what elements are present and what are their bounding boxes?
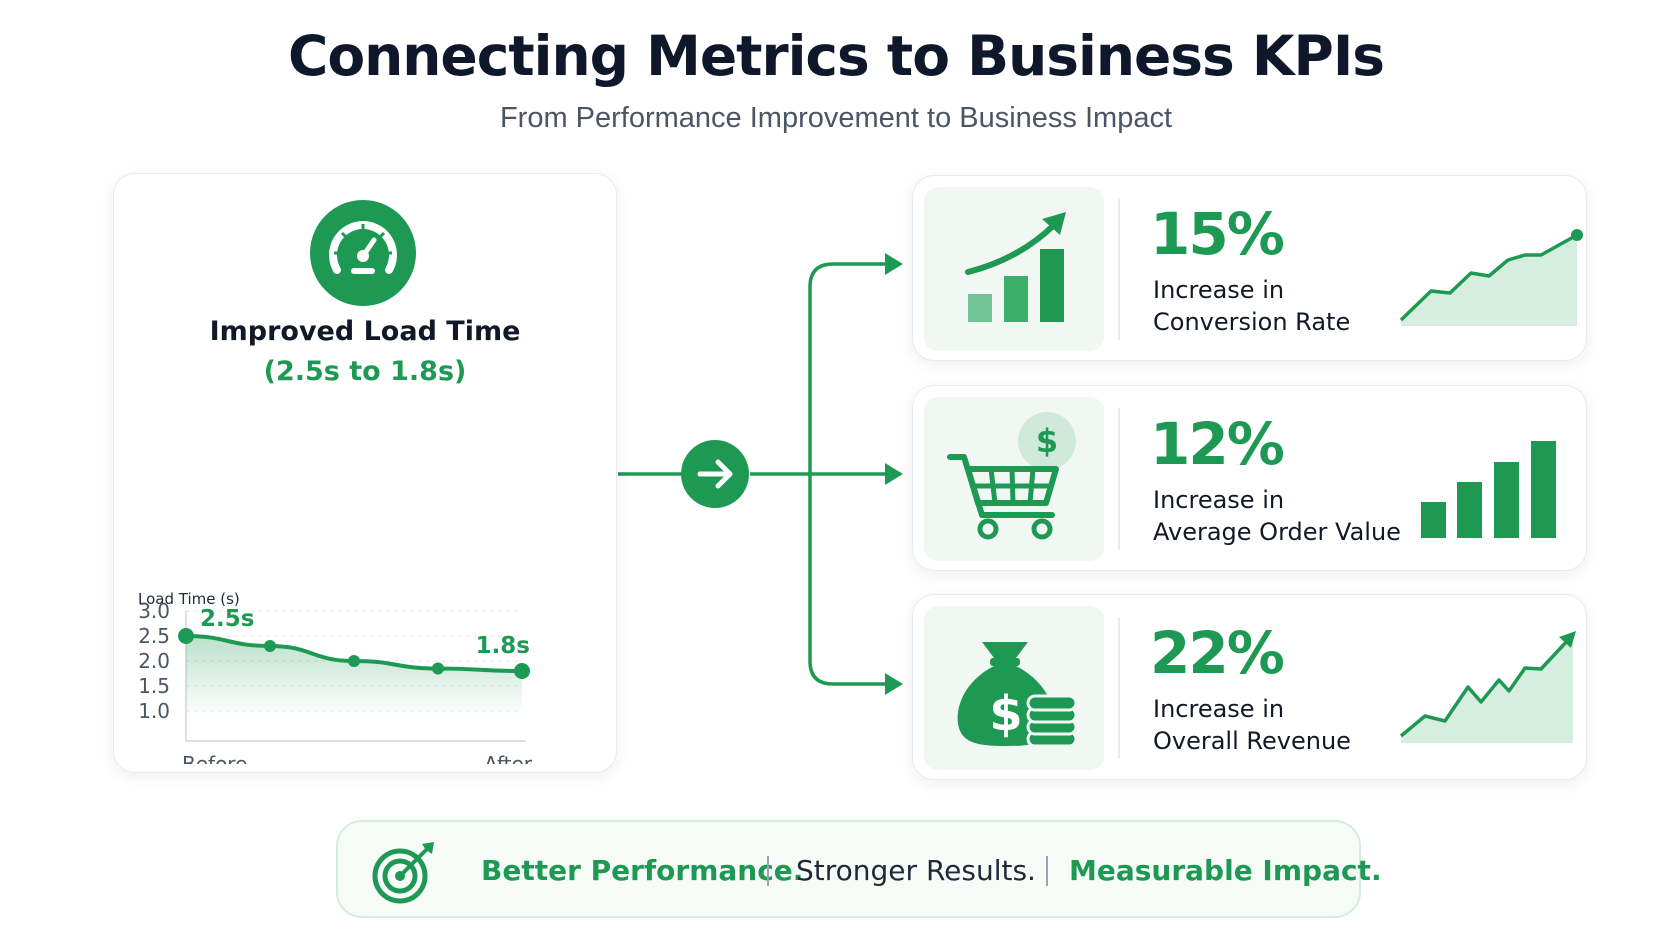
money-bag-coins-icon: $ <box>924 606 1104 770</box>
kpi-label-line1: Increase in <box>1153 695 1285 723</box>
kpi-label-line1: Increase in <box>1153 276 1285 304</box>
kpi-divider <box>1118 408 1120 550</box>
shopping-cart-dollar-icon: $ <box>924 397 1104 561</box>
growth-bar-chart-icon <box>924 187 1104 351</box>
rising-bars-chart <box>1421 441 1556 538</box>
footer-separator <box>767 856 769 886</box>
annotation-after: 1.8s <box>476 633 530 659</box>
kpi-value: 15% <box>1150 200 1285 268</box>
y-tick-label: 1.0 <box>138 699 170 723</box>
kpi-card-revenue: $ 22% Increase in Overall Revenue <box>912 594 1587 780</box>
kpi-value: 22% <box>1150 619 1285 687</box>
data-point <box>178 628 194 644</box>
kpi-label: Increase in Overall Revenue <box>1153 693 1351 757</box>
y-tick-label: 2.5 <box>138 624 170 648</box>
speedometer-icon <box>310 200 416 306</box>
kpi-label-line2: Average Order Value <box>1153 518 1401 546</box>
kpi-divider <box>1118 198 1120 340</box>
connector-branch-line <box>808 262 834 686</box>
page-title: Connecting Metrics to Business KPIs <box>287 24 1385 88</box>
rising-trend-arrow-sparkline <box>1399 631 1576 743</box>
load-time-title: Improved Load Time <box>209 316 521 347</box>
annotation-before: 2.5s <box>200 606 254 632</box>
data-point <box>264 640 276 652</box>
kpi-label-line2: Conversion Rate <box>1153 308 1351 336</box>
kpi-value: 12% <box>1150 410 1285 478</box>
arrow-right-icon <box>681 440 749 508</box>
kpi-card-conversion: 15% Increase in Conversion Rate <box>912 175 1587 361</box>
load-time-range: (2.5s to 1.8s) <box>263 356 467 387</box>
data-point <box>514 663 530 679</box>
kpi-label: Increase in Conversion Rate <box>1153 274 1350 338</box>
arrowhead-top <box>885 253 903 275</box>
footer-text-performance: Better Performance. <box>481 854 804 887</box>
footer-banner: Better Performance. Stronger Results. Me… <box>336 820 1382 918</box>
footer-text-impact: Measurable Impact. <box>1069 854 1382 887</box>
kpi-divider <box>1118 617 1120 759</box>
footer-separator <box>1046 856 1048 886</box>
data-point <box>432 662 444 675</box>
footer-text-results: Stronger Results. <box>796 854 1036 887</box>
kpi-card-order-value: $ 12% Increase in Average Order Value <box>912 385 1587 571</box>
svg-text:$: $ <box>1036 422 1058 460</box>
kpi-label-line2: Overall Revenue <box>1153 727 1351 755</box>
y-tick-label: 2.0 <box>138 649 170 673</box>
page-subtitle: From Performance Improvement to Business… <box>499 102 1173 134</box>
load-time-area <box>186 636 522 711</box>
data-point <box>348 655 360 667</box>
target-icon <box>372 842 434 904</box>
arrowhead-bottom <box>885 673 903 695</box>
arrowhead-middle <box>885 463 903 485</box>
kpi-label-line1: Increase in <box>1153 486 1285 514</box>
load-time-card: Improved Load Time (2.5s to 1.8s) Load T… <box>113 173 617 773</box>
rising-trend-sparkline <box>1399 229 1583 326</box>
y-tick-label: 3.0 <box>138 599 170 623</box>
svg-text:$: $ <box>989 686 1022 742</box>
kpi-label: Increase in Average Order Value <box>1153 484 1401 548</box>
x-tick-before: Before <box>182 752 247 764</box>
y-axis-label: Load Time (s) <box>138 590 240 608</box>
y-tick-label: 1.5 <box>138 674 170 698</box>
x-tick-after: After <box>484 752 533 764</box>
load-time-chart: Load Time (s) 3.02.52.01.51.0 2.5s 1.8s … <box>138 590 533 764</box>
